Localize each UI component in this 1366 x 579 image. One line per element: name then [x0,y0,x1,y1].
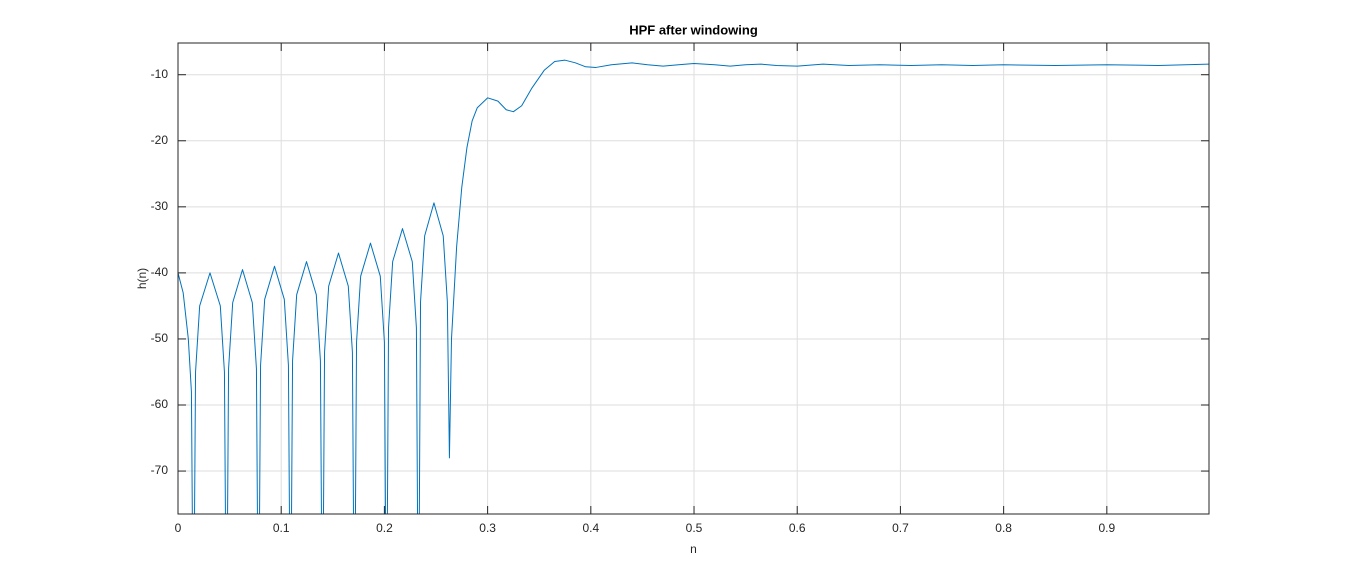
x-tick-label: 0.2 [376,521,393,535]
y-tick-label: -30 [151,199,169,213]
x-tick-label: 0.3 [479,521,496,535]
x-tick-label: 0.4 [582,521,599,535]
x-tick-label: 0.5 [686,521,703,535]
y-tick-label: -50 [151,331,169,345]
x-axis-label: n [690,542,697,556]
y-tick-label: -40 [151,265,169,279]
chart-title: HPF after windowing [629,22,758,37]
x-tick-label: 0.8 [995,521,1012,535]
x-tick-label: 0.7 [892,521,909,535]
data-line [178,59,1209,514]
y-tick-label: -60 [151,397,169,411]
x-tick-label: 0 [175,521,182,535]
x-tick-label: 0.1 [273,521,290,535]
axes-box [177,42,1210,515]
y-axis-label: h(n) [135,268,149,289]
y-tick-label: -70 [151,463,169,477]
y-tick-label: -20 [151,133,169,147]
x-tick-label: 0.6 [789,521,806,535]
y-tick-label: -10 [151,67,169,81]
plot-area [178,43,1209,514]
x-tick-label: 0.9 [1098,521,1115,535]
